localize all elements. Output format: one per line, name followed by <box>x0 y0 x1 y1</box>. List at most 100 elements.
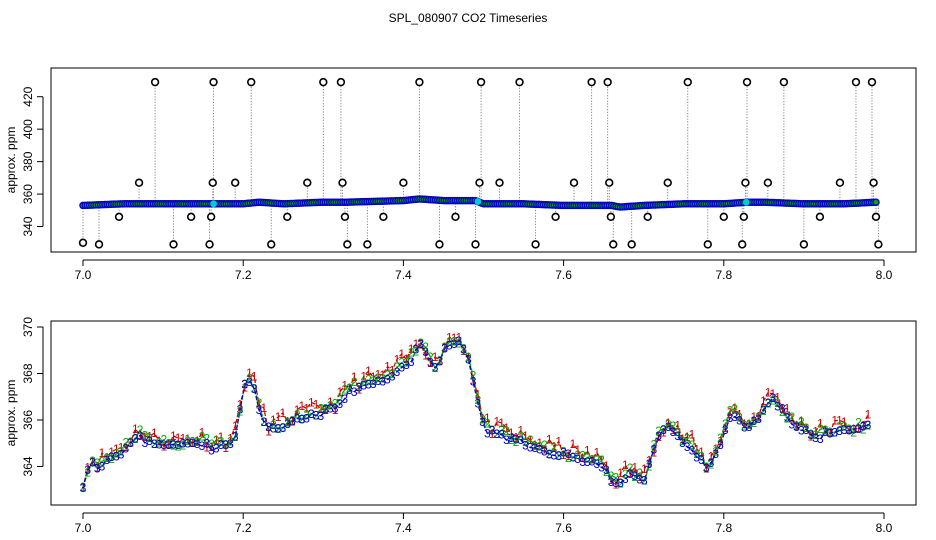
series-2-label-mark: 2 <box>322 401 329 415</box>
series-2-label-mark: 2 <box>360 375 367 389</box>
series-3-label-mark: 3 <box>612 476 619 490</box>
series-2-label-mark: 2 <box>161 433 168 447</box>
series-3-label-mark: 3 <box>536 443 543 457</box>
series-1-label-mark: 1 <box>103 451 110 465</box>
series-1-label-mark: 1 <box>218 430 225 444</box>
raw-sample-point <box>703 240 712 249</box>
series-3-label-mark: 3 <box>460 342 467 356</box>
series-2-label-mark: 2 <box>860 423 867 437</box>
series-2-label-mark: 2 <box>365 373 372 387</box>
raw-sample-point <box>206 212 216 221</box>
bottom-x-tick-label: 7.2 <box>235 521 252 535</box>
series-3-label-mark: 3 <box>161 438 168 452</box>
series-1-label-mark: 1 <box>360 370 367 384</box>
series-2-label-mark: 2 <box>817 422 824 436</box>
series-3-label-mark: 3 <box>808 428 815 442</box>
series-3-label-mark: 3 <box>351 385 358 399</box>
top-x-tick-label: 8.0 <box>876 268 893 282</box>
bottom-plot-frame <box>50 320 917 506</box>
series-1-label-mark: 1 <box>384 360 391 374</box>
top-x-tick-label: 7.4 <box>395 268 412 282</box>
series-2-label-mark: 2 <box>731 402 738 416</box>
series-2-label-mark: 2 <box>636 466 643 480</box>
series-3-label-mark: 3 <box>370 377 377 391</box>
series-3-label-mark: 3 <box>432 361 439 375</box>
series-1-label-mark: 1 <box>222 441 229 455</box>
series-1-label-mark: 1 <box>270 413 277 427</box>
series-2-label-mark: 2 <box>527 433 534 447</box>
series-2-label-mark: 2 <box>679 434 686 448</box>
series-3-label-mark: 3 <box>641 473 648 487</box>
series-3-label-mark: 3 <box>170 437 177 451</box>
raw-sample-point <box>114 212 124 221</box>
series-2-label-mark: 2 <box>289 413 296 427</box>
raw-sample-point <box>435 240 444 249</box>
series-2-label-mark: 2 <box>522 435 529 449</box>
series-2-line <box>82 340 869 488</box>
series-1-label-mark: 1 <box>651 445 658 459</box>
series-1-label-mark: 1 <box>698 445 705 459</box>
series-2-label-mark: 2 <box>812 428 819 442</box>
series-2-label-mark: 2 <box>455 336 462 350</box>
series-2-label-mark: 2 <box>850 426 857 440</box>
series-3-label-mark: 3 <box>89 455 96 469</box>
series-2-label-mark: 2 <box>427 350 434 364</box>
series-2-label-mark: 2 <box>294 408 301 422</box>
raw-sample-point <box>208 178 217 187</box>
series-3-label-mark: 3 <box>579 455 586 469</box>
series-2-label-mark: 2 <box>375 371 382 385</box>
series-1-label-mark: 1 <box>161 439 168 453</box>
series-3-label-mark: 3 <box>113 449 120 463</box>
series-3-label-mark: 3 <box>593 457 600 471</box>
top-data-points <box>78 77 883 249</box>
bottom-ylabel: approx. ppm <box>4 380 18 447</box>
series-3-label-mark: 3 <box>846 424 853 438</box>
series-3-label-mark: 3 <box>413 342 420 356</box>
series-3-label-mark: 3 <box>346 383 353 397</box>
series-1-label-mark: 1 <box>765 385 772 399</box>
series-2-label-mark: 2 <box>122 435 129 449</box>
series-1-label-mark: 1 <box>303 401 310 415</box>
series-2-label-mark: 2 <box>346 381 353 395</box>
series-3-line <box>82 339 869 488</box>
series-1-label-mark: 1 <box>475 387 482 401</box>
series-1-label-mark: 1 <box>741 417 748 431</box>
series-3-label-mark: 3 <box>598 461 605 475</box>
series-2-label-mark: 2 <box>579 448 586 462</box>
series-2-label-mark: 2 <box>403 355 410 369</box>
series-3-label-mark: 3 <box>379 374 386 388</box>
series-1-label-mark: 1 <box>237 398 244 412</box>
series-1-label-mark: 1 <box>731 401 738 415</box>
series-2-label-mark: 2 <box>351 375 358 389</box>
series-3-label-mark: 3 <box>865 418 872 432</box>
series-2-label-mark: 2 <box>118 445 125 459</box>
series-3-label-mark: 3 <box>403 358 410 372</box>
raw-sample-point <box>799 240 809 249</box>
series-3-label-mark: 3 <box>175 438 182 452</box>
series-1-label-mark: 1 <box>260 401 267 415</box>
raw-sample-point <box>605 178 614 187</box>
series-1-label-mark: 1 <box>708 449 715 463</box>
series-2-label-mark: 2 <box>712 444 719 458</box>
series-3-label-mark: 3 <box>208 443 215 457</box>
series-2-label-mark: 2 <box>270 418 277 432</box>
series-2-label-mark: 2 <box>741 418 748 432</box>
series-2-label-mark: 2 <box>142 429 149 443</box>
series-3-label-mark: 3 <box>712 447 719 461</box>
series-2-label-mark: 2 <box>769 393 776 407</box>
series-1-label-mark: 1 <box>527 433 534 447</box>
series-2-label-mark: 2 <box>655 424 662 438</box>
series-3-point <box>872 198 880 206</box>
series-3-label-mark: 3 <box>817 432 824 446</box>
series-1-label-mark: 1 <box>427 356 434 370</box>
series-3-label-mark: 3 <box>541 444 548 458</box>
series-1-label-mark: 1 <box>646 454 653 468</box>
series-1-label-mark: 1 <box>199 426 206 440</box>
series-1-label-mark: 1 <box>356 382 363 396</box>
series-2-label-mark: 2 <box>284 415 291 429</box>
series-3-label-mark: 3 <box>137 429 144 443</box>
top-x-tick-label: 7.2 <box>235 268 252 282</box>
series-2-label-mark: 2 <box>241 377 248 391</box>
series-2-label-mark: 2 <box>698 449 705 463</box>
series-3-label-mark: 3 <box>313 408 320 422</box>
